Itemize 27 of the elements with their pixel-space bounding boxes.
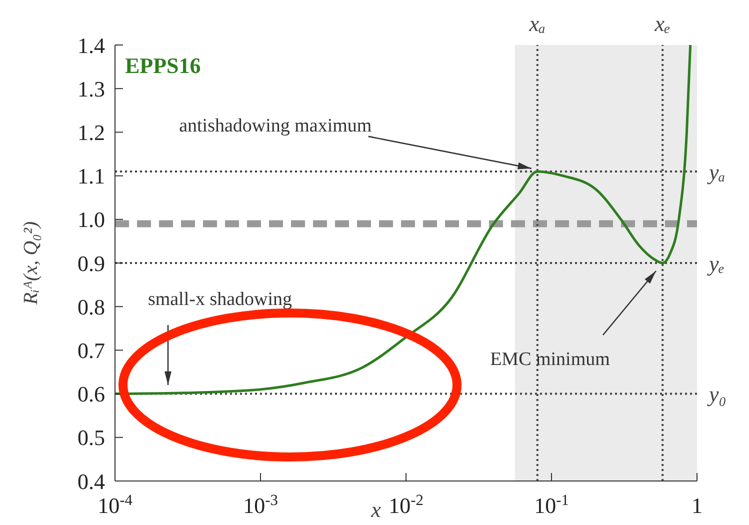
y-tick-label: 0.4 <box>78 468 105 494</box>
y-tick-label: 0.8 <box>78 294 105 320</box>
y-tick-label: 0.6 <box>78 382 105 407</box>
ref-line-label: xₐ <box>528 11 546 36</box>
y-axis-title: Rᵢᴬ(x, Q₀²) <box>20 221 42 306</box>
annotation: small-x shadowing <box>148 289 293 310</box>
ref-line-label: xₑ <box>654 11 671 36</box>
x-tick-label: 10$^{-4}$ <box>98 492 133 518</box>
y-tick-label: 0.5 <box>78 425 105 450</box>
ref-line-label: yₐ <box>707 159 726 184</box>
x-tick-label: 10$^{-2}$ <box>388 492 424 518</box>
annotation: antishadowing maximum <box>179 115 372 136</box>
y-tick-label: 1.2 <box>78 120 105 146</box>
x-tick-label: 1 <box>692 493 702 518</box>
x-axis-title: x <box>370 497 382 522</box>
y-tick-label: 0.9 <box>78 250 105 276</box>
ref-line-label: yₑ <box>707 250 725 276</box>
y-tick-label: 1.0 <box>78 207 105 232</box>
ref-line-label: y₀ <box>707 382 726 407</box>
y-tick-label: 1.1 <box>78 164 105 189</box>
x-tick-label: 10$^{-3}$ <box>243 492 278 518</box>
y-tick-label: 0.7 <box>78 338 105 364</box>
annotation: EMC minimum <box>490 349 610 370</box>
text: EPPS16 <box>125 53 201 78</box>
y-tick-label: 1.4 <box>78 32 105 58</box>
x-tick-label: 10$^{-1}$ <box>534 492 569 518</box>
y-tick-label: 1.3 <box>78 76 105 102</box>
